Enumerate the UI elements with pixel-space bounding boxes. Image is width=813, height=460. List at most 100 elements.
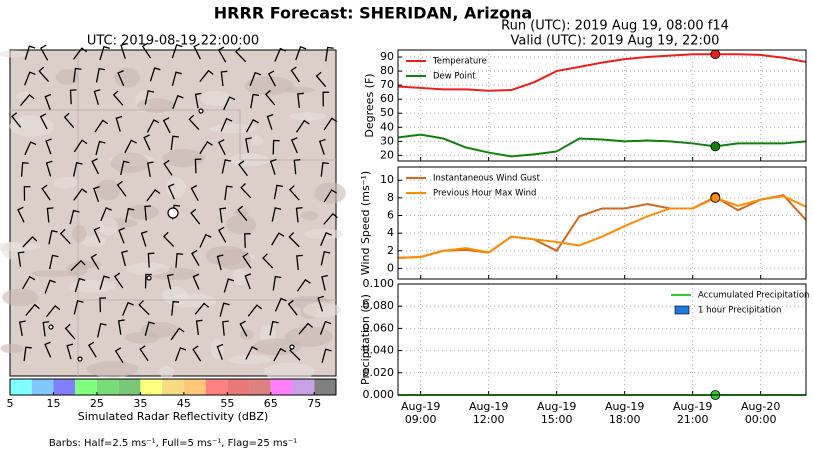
wind-barb [163,159,173,176]
wind-barb [117,319,125,335]
wind-barb [323,212,338,225]
wind-barb [216,254,224,271]
wind-barb [41,184,51,201]
wind-barb [167,183,175,200]
wind-barb [216,343,224,360]
terrain [114,67,141,88]
wind-barb [113,272,124,289]
y-tick-label: 0.000 [363,388,395,401]
terrain [264,362,315,381]
terrain [0,50,28,58]
wind-barb [38,66,50,83]
wind-barb [114,347,124,364]
wind-barb [295,119,310,133]
wind-barb [99,45,110,61]
colorbar-swatch [53,379,76,395]
wind-barb [298,322,313,335]
wind-barb [269,320,279,336]
wind-barb [266,113,274,130]
wind-barb [293,159,301,175]
wind-barb [192,345,202,362]
series-line [397,133,807,158]
wind-barb [219,302,230,317]
wind-barb [66,343,74,360]
axes-frame [397,49,807,162]
colorbar-tick-label: 25 [90,397,104,410]
axes-frame [397,283,807,396]
wind-barb [262,253,274,269]
terrain [30,270,78,277]
wind-barb [42,321,50,337]
wind-barb [17,206,25,223]
wind-barb [323,189,338,203]
wind-barb [74,277,86,293]
station [289,344,295,350]
wind-barb [48,229,58,245]
wind-barb [124,207,135,223]
page-title: HRRR Forecast: SHERIDAN, Arizona [214,4,532,23]
wind-barb [11,112,22,128]
terrain [232,268,248,286]
y-axis-label: Degrees (F) [363,73,376,137]
colorbar-swatch [140,379,163,395]
y-axis-label: Precipitation (in) [359,294,372,385]
wind-barb [192,273,200,290]
station [198,108,204,114]
y-tick-label: 30 [380,134,394,147]
terrain [2,288,39,307]
wind-barb [45,304,61,318]
terrain [110,152,149,174]
wind-barb [267,70,277,87]
wind-barb [25,303,40,316]
wind-barb [146,119,160,133]
terrain [205,245,247,266]
colorbar-frame [9,378,337,396]
wind-barb [162,117,171,134]
wind-barb [175,253,184,268]
y-tick-label: 20 [380,148,394,161]
wind-barb [73,67,82,83]
wind-barb [320,231,332,246]
wind-barb [163,231,175,247]
wind-barb [20,162,29,177]
colorbar-tick-label: 35 [133,397,147,410]
wind-barb [124,139,137,154]
colorbar-swatch [270,379,293,395]
colorbar-label: Simulated Radar Reflectivity (dBZ) [78,410,269,423]
terrain [66,262,88,276]
colorbar-tick-label: 15 [46,397,60,410]
terrain [0,242,40,252]
wind-barb [141,42,152,59]
wind-barb [87,341,97,358]
legend-label: Previous Hour Max Wind [433,189,536,199]
colorbar-tick-label: 45 [177,397,191,410]
y-tick-label: 2 [387,244,394,257]
wind-barb [274,47,287,62]
wind-barb [73,139,88,153]
wind-barb [146,188,161,202]
wind-barb [24,71,36,86]
wind-barb [199,233,212,248]
wind-barb [120,160,130,176]
wind-barb [97,322,107,338]
wind-barb [315,71,327,88]
wind-barb [172,94,184,110]
wind-barb [245,118,259,133]
x-tick-label: Aug-19 12:00 [469,400,508,426]
wind-barb [320,162,329,177]
wind-barb [94,119,109,133]
wind-barb [171,43,183,59]
valid-time: Valid (UTC): 2019 Aug 19, 22:00 [511,34,720,49]
terrain [252,338,302,356]
colorbar-swatch [75,379,97,395]
valid-time-marker [710,141,721,152]
colorbar-swatch [205,379,228,395]
wind-barb [223,278,235,293]
colorbar-tick-label: 5 [7,397,14,410]
wind-barb [322,91,330,107]
wind-barb [323,117,338,131]
wind-barb [247,304,263,317]
x-tick-label: Aug-20 00:00 [741,400,780,426]
valid-time-marker [710,49,721,60]
terrain [301,211,319,221]
